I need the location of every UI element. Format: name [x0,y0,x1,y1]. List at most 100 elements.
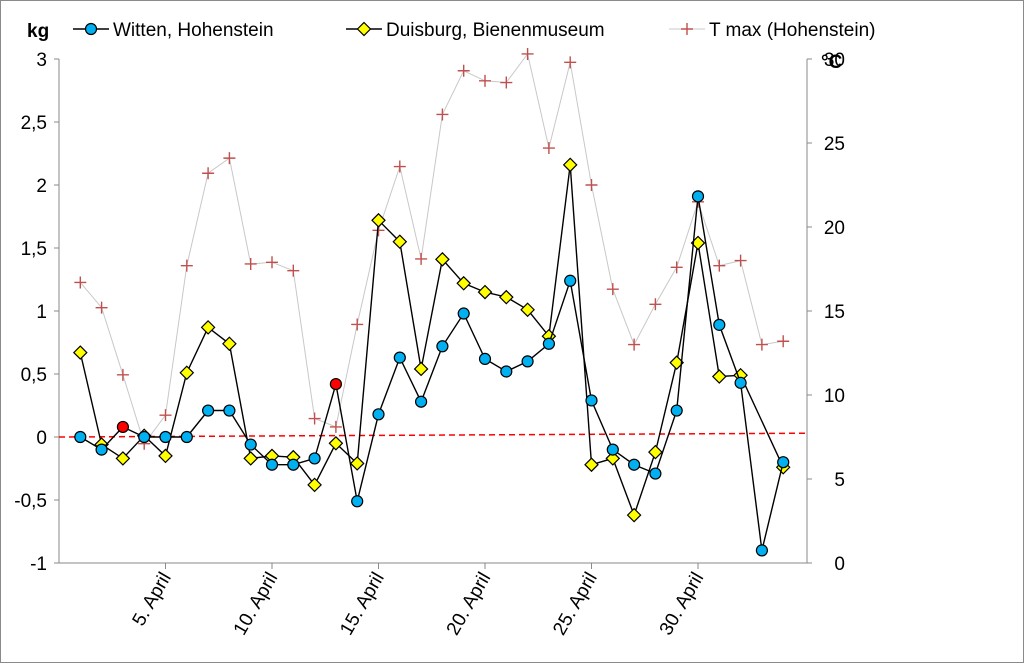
data-point [711,369,727,384]
legend-item: T max (Hohenstein) [669,20,876,41]
data-point [202,167,215,180]
data-point [372,408,385,421]
series-duisburg-bienenmuseum [72,157,791,523]
data-point [393,351,406,364]
data-point [649,298,662,311]
data-point [649,467,662,480]
x-tick-label: 15. April [336,569,389,639]
legend-marker [681,23,693,35]
data-point [498,289,514,305]
data-point [691,190,705,203]
data-point [584,457,599,473]
highlight-point [116,420,130,434]
data-point [585,394,598,407]
data-point [777,335,790,348]
right-tick-label: 25 [824,134,845,155]
x-tick-label: 10. April [230,569,283,639]
data-point [520,302,535,318]
data-point [479,74,491,87]
data-point [244,438,257,451]
series-witten-hohenstein [74,190,790,557]
data-point [138,430,151,444]
right-tick-label: 0 [834,554,845,575]
left-tick-label: -1 [30,554,47,575]
data-point [308,412,321,425]
data-point [116,368,129,381]
highlighted-points [116,377,342,434]
x-tick-label: 5. April [129,569,176,630]
left-tick-label: 1,5 [21,239,47,260]
left-tick-label: 0,5 [21,365,47,386]
left-axis-unit: kg [27,21,49,42]
left-tick-label: 2 [36,176,47,197]
legend-label: Duisburg, Bienenmuseum [386,20,605,41]
data-point [72,345,88,360]
series-layer [72,47,791,557]
right-tick-label: 20 [824,218,845,239]
x-tick-label: 25. April [549,569,602,639]
series-line [79,52,784,445]
data-point [287,458,300,471]
data-point [265,458,279,471]
data-point [223,152,236,165]
data-point [755,544,769,557]
left-tick-label: 2,5 [21,113,47,134]
legend-label: T max (Hohenstein) [709,20,876,41]
data-point [200,320,216,335]
left-tick-label: -0,5 [14,491,47,512]
data-point [95,301,108,314]
data-point [478,352,492,365]
left-tick-label: 0 [36,428,47,449]
data-point [179,365,195,381]
data-point [223,404,236,417]
data-point [243,451,259,466]
data-point [349,456,365,471]
data-point [436,108,449,121]
data-point [670,404,683,417]
data-point [521,355,534,368]
data-point [222,336,237,352]
data-point [308,452,321,465]
data-point [329,420,342,433]
legend-marker [84,22,98,36]
data-point [328,435,344,451]
data-point [564,56,577,69]
data-point [542,337,556,350]
data-point [564,274,577,287]
data-point [74,276,87,289]
data-point [159,430,172,444]
data-point [585,179,598,191]
data-point [562,157,578,173]
right-tick-label: 10 [824,386,845,407]
data-point [648,444,663,460]
legend-item: Witten, Hohenstein [73,20,274,41]
highlight-point [329,377,342,391]
data-point [413,361,429,377]
series-line [79,196,784,551]
data-point [500,365,513,378]
data-point [371,212,386,228]
series-line [79,164,784,518]
data-point [393,160,406,173]
data-point [415,395,428,408]
data-point [307,477,322,493]
data-point [477,284,493,300]
data-point [180,430,193,444]
data-point [202,404,215,417]
data-point [500,76,513,89]
data-point [713,259,726,272]
data-point [734,376,747,389]
data-point [606,283,619,296]
data-point [435,251,450,267]
data-point [670,261,683,274]
data-point [180,259,193,272]
data-point [266,256,278,269]
data-point [415,252,428,265]
data-point [627,458,641,471]
data-point [74,430,87,444]
right-tick-label: 5 [834,470,845,491]
data-point [351,495,364,508]
